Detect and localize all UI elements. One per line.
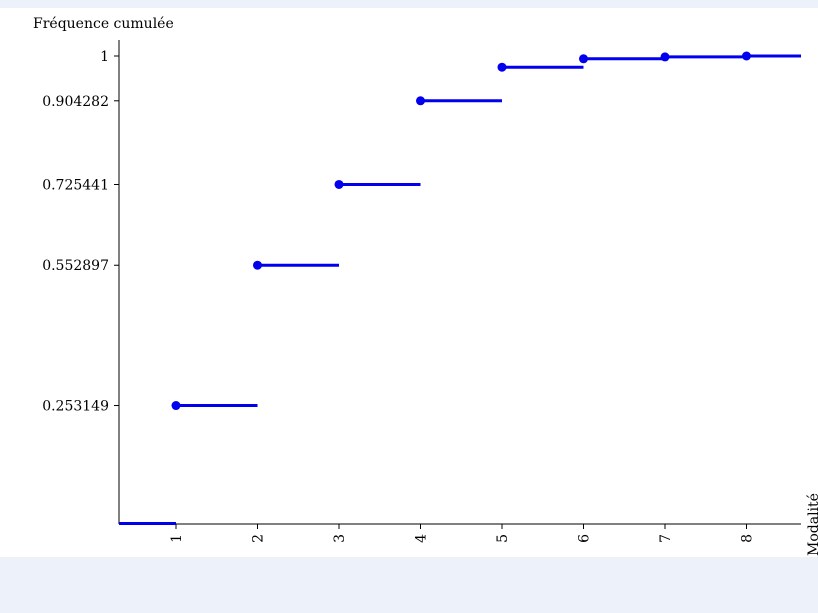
plot-area <box>0 12 818 557</box>
step-point <box>742 52 751 61</box>
step-point <box>172 401 181 410</box>
y-tick-label: 0.552897 <box>42 258 109 274</box>
x-tick-label: 4 <box>414 534 430 543</box>
x-tick-label: 7 <box>658 534 674 543</box>
y-axis-title: Fréquence cumulée <box>33 16 174 32</box>
x-tick-label: 8 <box>740 534 756 543</box>
top-strip <box>0 8 818 12</box>
x-tick-label: 1 <box>169 534 185 543</box>
y-tick-label: 0.904282 <box>42 94 109 110</box>
x-tick-label: 5 <box>495 534 511 543</box>
step-point <box>498 63 507 72</box>
y-tick-label: 1 <box>100 49 109 65</box>
step-point <box>579 54 588 63</box>
y-tick-label: 0.253149 <box>42 399 109 415</box>
step-point <box>416 96 425 105</box>
x-tick-label: 2 <box>251 534 267 543</box>
x-axis-title: Modalité <box>806 493 818 556</box>
x-tick-label: 6 <box>577 534 593 543</box>
step-point <box>661 52 670 61</box>
y-tick-label: 0.725441 <box>42 177 109 193</box>
step-point <box>253 261 262 270</box>
x-tick-label: 3 <box>332 534 348 543</box>
step-point <box>335 180 344 189</box>
